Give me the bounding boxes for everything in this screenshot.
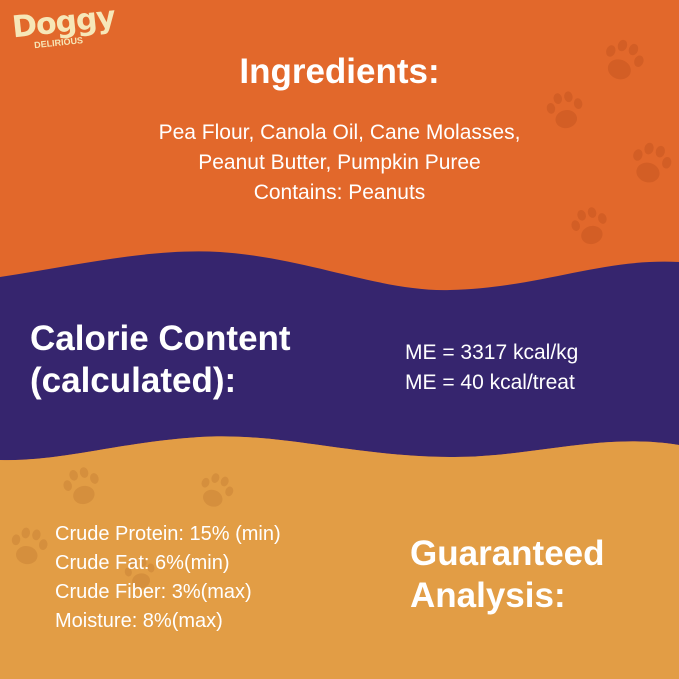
- allergen-line: Contains: Peanuts: [253, 181, 426, 204]
- paw-print-icon: [633, 142, 672, 183]
- ingredients-list: Pea Flour, Canola Oil, Cane Molasses, Pe…: [0, 118, 679, 208]
- analysis-item: Crude Protein: 15% (min): [55, 523, 281, 545]
- calorie-title-line: Calorie Content: [30, 319, 291, 358]
- analysis-title-line: Guaranteed: [410, 534, 605, 573]
- light-orange-band: [0, 436, 679, 679]
- analysis-item: Moisture: 8%(max): [55, 610, 223, 632]
- ingredients-line: Peanut Butter, Pumpkin Puree: [198, 151, 481, 174]
- analysis-title-line: Analysis:: [410, 576, 566, 615]
- calorie-per-kg: ME = 3317 kcal/kg: [405, 341, 579, 364]
- paw-print-icon: [11, 527, 48, 565]
- paw-print-icon: [546, 91, 583, 129]
- ingredients-line: Pea Flour, Canola Oil, Cane Molasses,: [158, 121, 521, 144]
- calorie-values: ME = 3317 kcal/kg ME = 40 kcal/treat: [405, 338, 578, 398]
- paw-print-icon: [63, 467, 99, 505]
- ingredients-title: Ingredients:: [239, 52, 440, 91]
- brand-logo: Doggy DELIRIOUS: [10, 0, 116, 50]
- paw-print-icon: [606, 39, 644, 80]
- analysis-title: Guaranteed Analysis:: [410, 533, 605, 617]
- paw-print-icon: [124, 557, 155, 589]
- paw-print-icon: [571, 207, 607, 245]
- paw-print-icon: [201, 473, 234, 507]
- paw-print-icon: [11, 467, 234, 589]
- analysis-item: Crude Fat: 6%(min): [55, 552, 230, 574]
- calorie-title: Calorie Content (calculated):: [30, 318, 291, 402]
- calorie-title-line: (calculated):: [30, 361, 237, 400]
- paw-print-icon: [546, 39, 672, 245]
- purple-wave-band: [0, 251, 679, 461]
- analysis-item: Crude Fiber: 3%(max): [55, 581, 252, 603]
- analysis-list: Crude Protein: 15% (min) Crude Fat: 6%(m…: [55, 520, 281, 636]
- calorie-per-treat: ME = 40 kcal/treat: [405, 371, 575, 394]
